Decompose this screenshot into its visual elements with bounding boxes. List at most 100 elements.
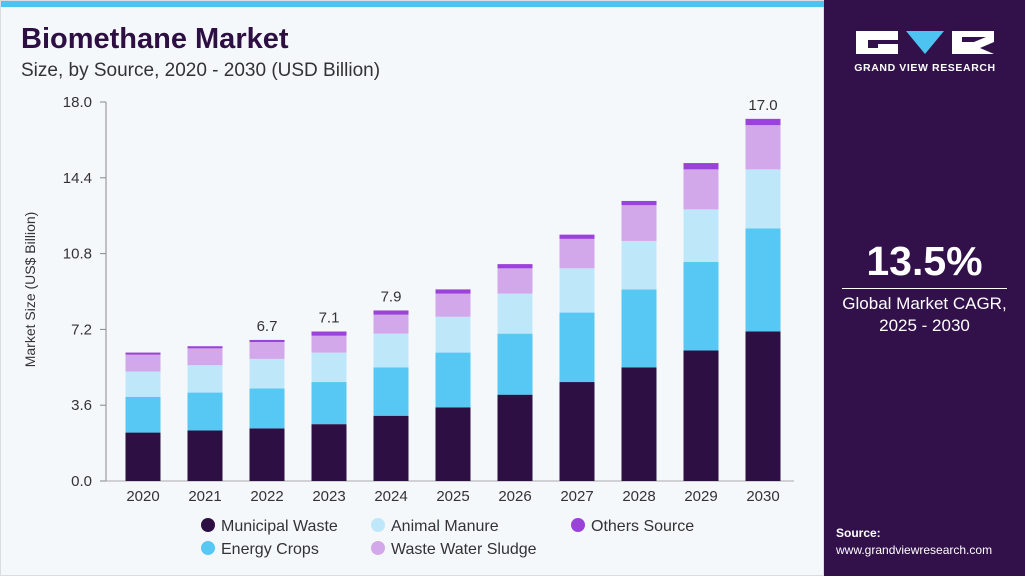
bar-segment (435, 407, 471, 481)
bar-segment (621, 205, 657, 241)
bar-segment (497, 264, 533, 269)
source-link[interactable]: www.grandviewresearch.com (836, 543, 993, 557)
bar-segment (497, 293, 533, 334)
x-tick-label: 2027 (560, 488, 593, 505)
source-label: Source: (836, 526, 881, 540)
x-tick-label: 2024 (374, 488, 407, 505)
bar-segment (311, 382, 347, 425)
bar-segment (683, 163, 719, 170)
bar-segment (187, 346, 223, 349)
bar-segment (311, 352, 347, 383)
bar-segment (559, 382, 595, 481)
accent-bar (1, 1, 825, 7)
bar-segment (621, 200, 657, 206)
cagr-label-line2: 2025 - 2030 (879, 316, 970, 335)
divider (842, 288, 1007, 289)
bar-segment (311, 424, 347, 481)
bar-segment (497, 268, 533, 294)
y-tick-label: 0.0 (71, 473, 92, 490)
sidebar: GRAND VIEW RESEARCH 13.5% Global Market … (824, 0, 1025, 576)
x-tick-label: 2023 (312, 488, 345, 505)
legend-entry: Others Source (591, 518, 694, 535)
bar-segment (125, 352, 161, 355)
data-label: 7.9 (381, 288, 402, 305)
legend-entry: Municipal Waste (221, 518, 338, 535)
legend-marker (371, 518, 385, 532)
bar-segment (373, 415, 409, 481)
cagr-label: Global Market CAGR, 2025 - 2030 (824, 293, 1025, 337)
legend-marker (201, 518, 215, 532)
bar-segment (745, 228, 781, 332)
data-label: 7.1 (319, 310, 340, 327)
legend-marker (571, 518, 585, 532)
x-tick-label: 2030 (746, 488, 779, 505)
legend-entry: Waste Water Sludge (391, 541, 537, 558)
bar-segment (373, 314, 409, 334)
legend-marker (201, 541, 215, 555)
bar-segment (683, 350, 719, 481)
y-tick-label: 14.4 (63, 170, 92, 187)
bar-segment (621, 289, 657, 368)
bar-segment (435, 289, 471, 294)
y-tick-label: 3.6 (71, 397, 92, 414)
bar-segment (125, 371, 161, 397)
logo-wordmark: GRAND VIEW RESEARCH (854, 62, 996, 74)
bar-segment (621, 367, 657, 481)
bar-segment (745, 331, 781, 481)
bar-segment (435, 316, 471, 353)
cagr-value: 13.5% (866, 238, 983, 284)
x-tick-label: 2020 (126, 488, 159, 505)
bar-segment (559, 238, 595, 269)
x-tick-label: 2029 (684, 488, 717, 505)
x-tick-label: 2022 (250, 488, 283, 505)
bar-segment (187, 348, 223, 366)
data-label: 6.7 (257, 318, 278, 335)
legend-entry: Energy Crops (221, 541, 319, 558)
bar-segment (249, 342, 285, 359)
grand-view-research-logo: GRAND VIEW RESEARCH (854, 28, 996, 78)
bar-segment (683, 169, 719, 210)
x-tick-label: 2025 (436, 488, 469, 505)
bar-segment (745, 125, 781, 170)
page-subtitle: Size, by Source, 2020 - 2030 (USD Billio… (21, 60, 381, 81)
legend-entry: Animal Manure (391, 518, 499, 535)
bar-segment (745, 118, 781, 126)
bar-segment (187, 365, 223, 393)
x-tick-label: 2028 (622, 488, 655, 505)
bar-segment (559, 234, 595, 239)
bar-segment (249, 358, 285, 389)
bar-segment (249, 388, 285, 429)
bar-segment (311, 331, 347, 336)
y-tick-label: 18.0 (63, 94, 92, 111)
bar-segment (373, 367, 409, 416)
x-tick-label: 2021 (188, 488, 221, 505)
bar-segment (125, 396, 161, 433)
bar-segment (373, 310, 409, 315)
bar-segment (683, 262, 719, 351)
bar-segment (435, 352, 471, 408)
page-title: Biomethane Market (21, 23, 289, 55)
bar-segment (249, 339, 285, 343)
logo-icon (856, 31, 994, 54)
bar-segment (249, 428, 285, 481)
bar-segment (559, 268, 595, 313)
chart-panel: Biomethane Market Size, by Source, 2020 … (0, 0, 825, 576)
y-axis-label: Market Size (US$ Billion) (22, 212, 38, 368)
x-tick-label: 2026 (498, 488, 531, 505)
bar-segment (745, 169, 781, 229)
legend-marker (371, 541, 385, 555)
stacked-bar-chart: 0.0 3.6 7.2 10.8 14.4 18.0 Market Size (US$ Bi… (22, 94, 794, 558)
data-label: 17.0 (748, 97, 777, 114)
bar-segment (373, 333, 409, 368)
bar-segment (187, 430, 223, 481)
bar-segment (125, 432, 161, 481)
bar-segment (125, 354, 161, 372)
bar-segment (559, 312, 595, 383)
y-tick-label: 7.2 (71, 321, 92, 338)
bar-segment (497, 394, 533, 481)
bar-segment (311, 335, 347, 353)
bar-segment (435, 293, 471, 317)
bar-segment (187, 392, 223, 431)
bar-segment (497, 333, 533, 395)
